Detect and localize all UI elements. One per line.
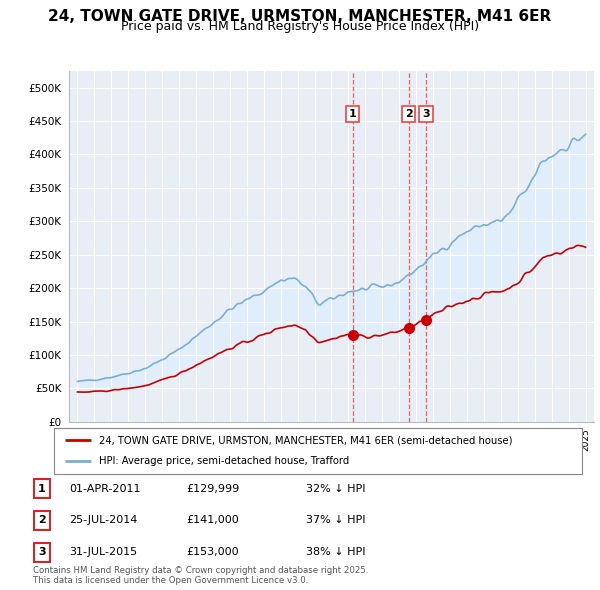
Text: 25-JUL-2014: 25-JUL-2014 [69, 516, 137, 525]
Text: 24, TOWN GATE DRIVE, URMSTON, MANCHESTER, M41 6ER (semi-detached house): 24, TOWN GATE DRIVE, URMSTON, MANCHESTER… [99, 435, 512, 445]
FancyBboxPatch shape [34, 479, 50, 498]
Text: £141,000: £141,000 [186, 516, 239, 525]
Text: 2: 2 [405, 109, 413, 119]
Text: 1: 1 [349, 109, 356, 119]
Text: 01-APR-2011: 01-APR-2011 [69, 484, 140, 493]
FancyBboxPatch shape [34, 543, 50, 562]
Text: HPI: Average price, semi-detached house, Trafford: HPI: Average price, semi-detached house,… [99, 456, 349, 466]
FancyBboxPatch shape [54, 428, 582, 474]
Text: £153,000: £153,000 [186, 548, 239, 557]
Text: 37% ↓ HPI: 37% ↓ HPI [306, 516, 365, 525]
Text: £129,999: £129,999 [186, 484, 239, 493]
FancyBboxPatch shape [34, 511, 50, 530]
Text: 3: 3 [38, 548, 46, 557]
Text: Price paid vs. HM Land Registry's House Price Index (HPI): Price paid vs. HM Land Registry's House … [121, 20, 479, 33]
Text: 1: 1 [38, 484, 46, 493]
Text: 2: 2 [38, 516, 46, 525]
Text: 38% ↓ HPI: 38% ↓ HPI [306, 548, 365, 557]
Text: 32% ↓ HPI: 32% ↓ HPI [306, 484, 365, 493]
Text: 24, TOWN GATE DRIVE, URMSTON, MANCHESTER, M41 6ER: 24, TOWN GATE DRIVE, URMSTON, MANCHESTER… [49, 9, 551, 24]
Text: 3: 3 [422, 109, 430, 119]
Text: Contains HM Land Registry data © Crown copyright and database right 2025.
This d: Contains HM Land Registry data © Crown c… [33, 566, 368, 585]
Text: 31-JUL-2015: 31-JUL-2015 [69, 548, 137, 557]
